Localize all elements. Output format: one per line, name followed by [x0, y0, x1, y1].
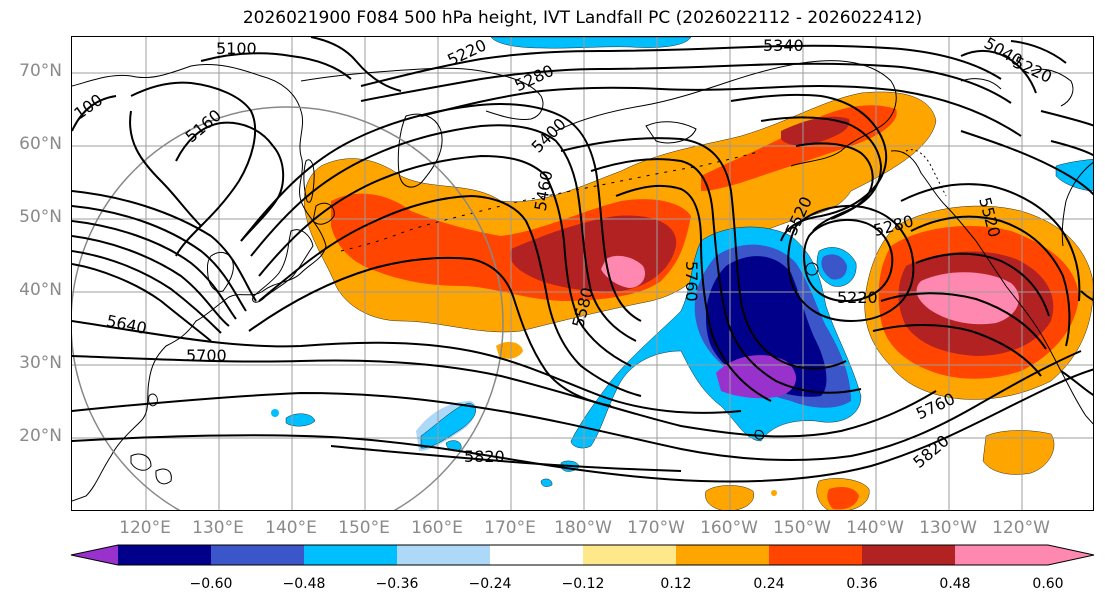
colorbar-tick-label: −0.60 [189, 576, 233, 592]
lon-label-130e: 130°E [192, 518, 244, 538]
ivt-cutoff-royal [821, 254, 847, 280]
lat-label-20n: 20°N [19, 426, 62, 446]
contour-label-5700: 5700 [186, 346, 227, 365]
colorbar-segment [490, 545, 584, 565]
lat-label-60n: 60°N [19, 134, 62, 154]
lat-label-40n: 40°N [19, 280, 62, 300]
contour-label-5100: 5100 [216, 39, 257, 58]
lon-label-140w: 140°W [846, 518, 904, 538]
colorbar-extend-low [71, 545, 118, 565]
colorbar-segment [304, 545, 398, 565]
colorbar-tick-label: 0.12 [660, 576, 692, 592]
colorbar-extend-high [1048, 545, 1094, 565]
colorbar-segment [118, 545, 212, 565]
colorbar-segment [955, 545, 1049, 565]
lon-label-160e: 160°E [411, 518, 463, 538]
map-canvas: 5100 5220 5340 5280 5220 5040 100 5160 5… [72, 37, 1093, 510]
colorbar-tick-label: 0.24 [753, 576, 785, 592]
ivt-right-skyblue [1055, 158, 1093, 192]
lat-label-30n: 30°N [19, 353, 62, 373]
contour-label-5220-c: 5220 [837, 288, 878, 307]
ivt-top-skyblue [490, 37, 692, 49]
colorbar-tick-label: −0.12 [561, 576, 605, 592]
ivt-blob-east-pink [916, 272, 1019, 325]
coastlines [72, 60, 1093, 502]
colorbar [70, 544, 1095, 566]
lat-label-50n: 50°N [19, 207, 62, 227]
height-contours [72, 37, 1093, 483]
colorbar-segment [583, 545, 677, 565]
lon-label-170e: 170°E [484, 518, 536, 538]
colorbar-segment [397, 545, 491, 565]
graticule [72, 37, 1093, 510]
colorbar-tick-label: −0.24 [468, 576, 512, 592]
ivt-blob-se-orange [982, 430, 1055, 475]
lon-label-120e: 120°E [119, 518, 171, 538]
ivt-blob-s2-redorange [827, 487, 859, 510]
colorbar-segment [862, 545, 956, 565]
lon-label-170w: 170°W [627, 518, 685, 538]
ivt-arc-north-darkred [781, 116, 850, 146]
colorbar-tick-label: 0.48 [939, 576, 971, 592]
ivt-small-blue-4 [540, 478, 553, 487]
lon-label-150w: 150°W [773, 518, 831, 538]
colorbar-segment [211, 545, 305, 565]
contour-label-100: 100 [72, 90, 106, 123]
contour-label-5760-a: 5760 [682, 261, 701, 302]
ivt-band-west-pink [601, 255, 646, 288]
colorbar-tick-label: −0.48 [282, 576, 326, 592]
contour-label-5340: 5340 [763, 37, 804, 55]
lon-label-130w: 130°W [919, 518, 977, 538]
lon-label-180w: 180°W [554, 518, 612, 538]
colorbar-segment [676, 545, 770, 565]
contour-label-5220: 5220 [444, 37, 489, 70]
ivt-positive-fields [303, 91, 1093, 510]
colorbar-tick-label: 0.60 [1032, 576, 1064, 592]
lon-label-120w: 120°W [992, 518, 1050, 538]
ivt-small-blue-2 [271, 409, 279, 417]
lat-label-70n: 70°N [19, 61, 62, 81]
colorbar-tick-label: −0.36 [375, 576, 419, 592]
ivt-blob-dot [771, 490, 777, 496]
colorbar-segment [769, 545, 863, 565]
landfall-radius-circle [72, 106, 504, 510]
map-panel[interactable]: 5100 5220 5340 5280 5220 5040 100 5160 5… [71, 36, 1094, 511]
ivt-blob-sw-orange [496, 341, 523, 359]
contour-label-5820-a: 5820 [464, 447, 505, 466]
ivt-small-blue-5 [445, 440, 462, 452]
map-title: 2026021900 F084 500 hPa height, IVT Land… [242, 8, 923, 28]
ivt-trough-skyblue-2 [420, 402, 476, 449]
ivt-trough-purple [716, 355, 797, 399]
ivt-small-blue-1 [285, 413, 316, 427]
colorbar-tick-label: 0.36 [846, 576, 878, 592]
lon-label-140e: 140°E [265, 518, 317, 538]
lon-label-160w: 160°W [700, 518, 758, 538]
lon-label-150e: 150°E [338, 518, 390, 538]
contour-label-5640: 5640 [105, 311, 149, 338]
